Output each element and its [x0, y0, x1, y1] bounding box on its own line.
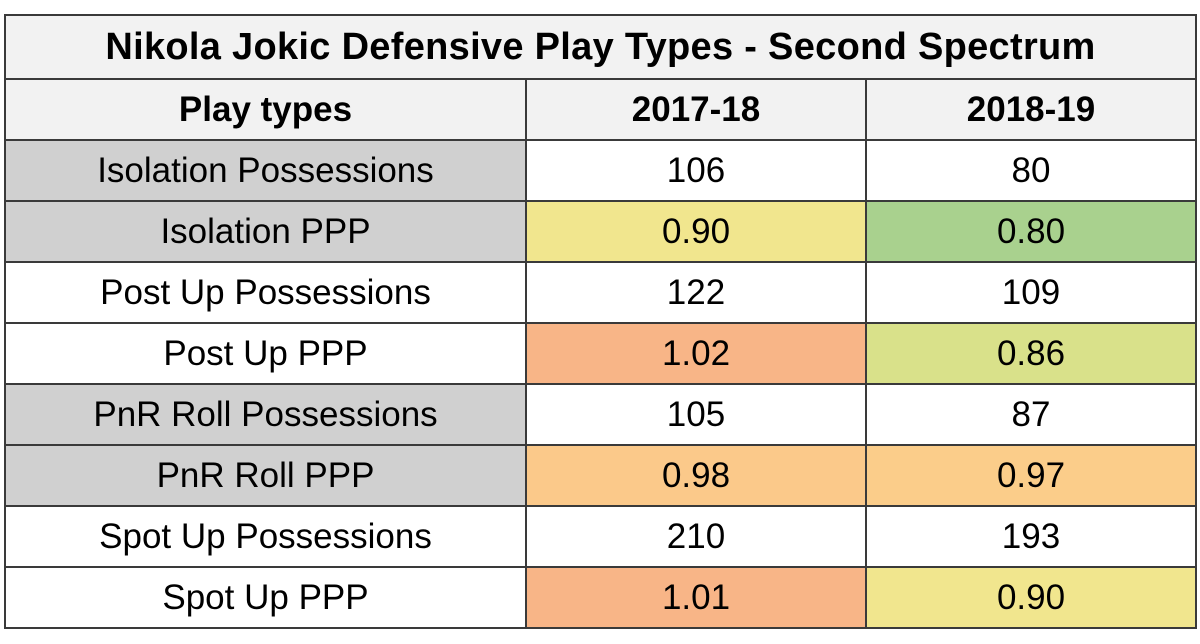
value-cell-2018-19: 0.80 [865, 200, 1197, 263]
header-season-2017-18: 2017-18 [525, 78, 867, 141]
value-cell-2017-18: 0.98 [525, 444, 867, 507]
header-season-2018-19: 2018-19 [865, 78, 1197, 141]
value-cell-2018-19: 193 [865, 505, 1197, 568]
row-label: PnR Roll Possessions [4, 383, 527, 446]
defensive-play-types-table: Nikola Jokic Defensive Play Types - Seco… [4, 14, 1197, 629]
header-play-types: Play types [4, 78, 527, 141]
value-cell-2017-18: 210 [525, 505, 867, 568]
value-cell-2017-18: 106 [525, 139, 867, 202]
table-row: PnR Roll PPP 0.98 0.97 [4, 444, 1197, 507]
table-row: Isolation Possessions 106 80 [4, 139, 1197, 202]
value-cell-2017-18: 1.01 [525, 566, 867, 629]
header-row: Play types 2017-18 2018-19 [4, 78, 1197, 141]
table-row: Spot Up PPP 1.01 0.90 [4, 566, 1197, 629]
table-row: Isolation PPP 0.90 0.80 [4, 200, 1197, 263]
row-label: Isolation PPP [4, 200, 527, 263]
table-row: Post Up PPP 1.02 0.86 [4, 322, 1197, 385]
value-cell-2018-19: 0.97 [865, 444, 1197, 507]
table-row: PnR Roll Possessions 105 87 [4, 383, 1197, 446]
title-row: Nikola Jokic Defensive Play Types - Seco… [4, 14, 1197, 80]
value-cell-2017-18: 105 [525, 383, 867, 446]
value-cell-2018-19: 0.90 [865, 566, 1197, 629]
value-cell-2017-18: 0.90 [525, 200, 867, 263]
value-cell-2017-18: 122 [525, 261, 867, 324]
table-row: Post Up Possessions 122 109 [4, 261, 1197, 324]
row-label: Post Up Possessions [4, 261, 527, 324]
value-cell-2018-19: 109 [865, 261, 1197, 324]
row-label: Spot Up Possessions [4, 505, 527, 568]
value-cell-2017-18: 1.02 [525, 322, 867, 385]
value-cell-2018-19: 87 [865, 383, 1197, 446]
table-row: Spot Up Possessions 210 193 [4, 505, 1197, 568]
row-label: PnR Roll PPP [4, 444, 527, 507]
table-title: Nikola Jokic Defensive Play Types - Seco… [4, 14, 1197, 80]
row-label: Spot Up PPP [4, 566, 527, 629]
row-label: Post Up PPP [4, 322, 527, 385]
value-cell-2018-19: 80 [865, 139, 1197, 202]
value-cell-2018-19: 0.86 [865, 322, 1197, 385]
row-label: Isolation Possessions [4, 139, 527, 202]
